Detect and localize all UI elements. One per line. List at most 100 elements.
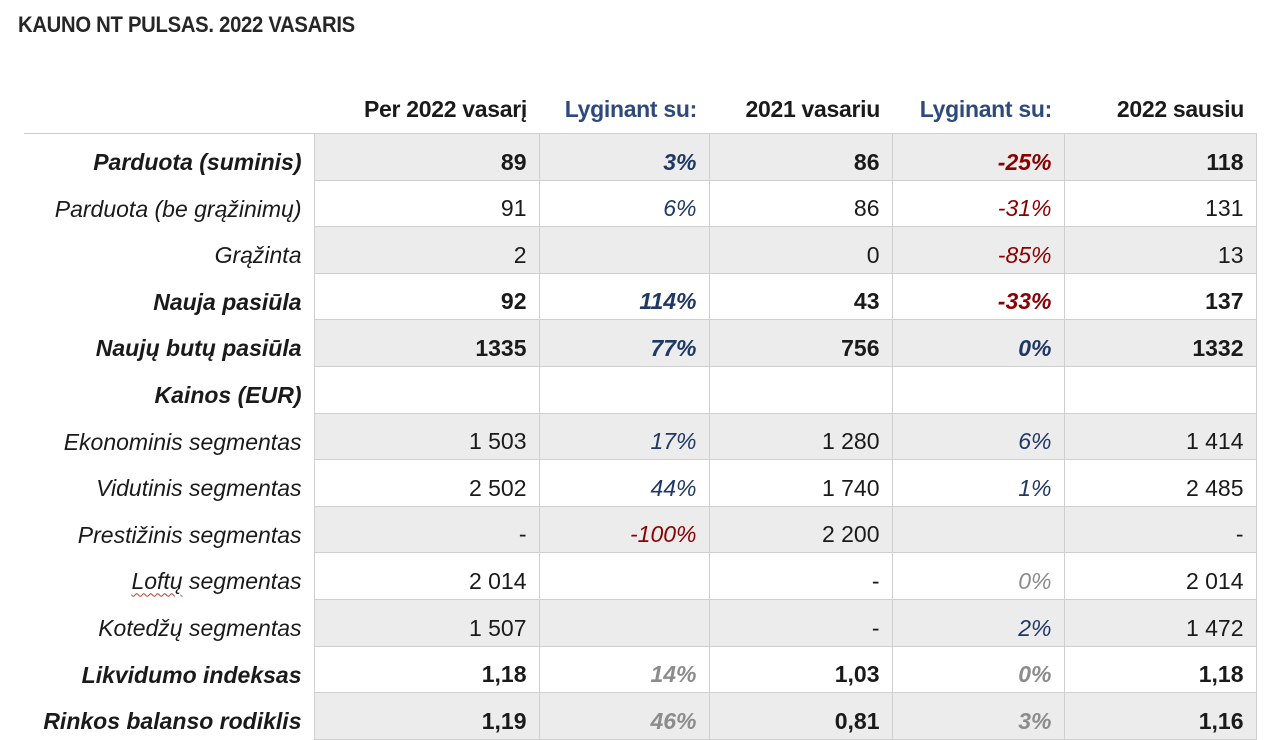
change-vs-jan-2022: 1% — [891, 459, 1065, 507]
header-compare-2: Lyginant su: — [892, 86, 1064, 134]
change-vs-feb-2021 — [538, 598, 710, 647]
change-vs-feb-2021 — [538, 226, 710, 274]
change-vs-jan-2022 — [891, 365, 1065, 414]
table-row: Grąžinta 2 0 -85% 13 — [24, 226, 1257, 274]
row-label: Grąžinta — [214, 242, 302, 269]
change-vs-jan-2022: 3% — [891, 692, 1065, 740]
table-row: Parduota (suminis) 89 3% 86 -25% 118 — [24, 133, 1257, 181]
change-vs-feb-2021: 3% — [538, 133, 710, 181]
change-vs-feb-2021: 44% — [538, 459, 710, 507]
row-label: Kotedžų segmentas — [98, 615, 302, 642]
value-feb-2022: 1,18 — [313, 645, 540, 694]
value-feb-2022: 92 — [313, 272, 540, 321]
row-label: Prestižinis segmentas — [77, 521, 302, 548]
change-vs-jan-2022: -31% — [891, 179, 1065, 228]
value-feb-2022: - — [313, 505, 540, 554]
change-vs-feb-2021: 114% — [538, 272, 710, 321]
row-label: Parduota (suminis) — [93, 149, 302, 176]
value-feb-2021: 1,03 — [708, 645, 893, 694]
value-feb-2022: 1,19 — [313, 692, 540, 740]
table-row: Kainos (EUR) — [24, 365, 1257, 414]
header-label-col — [24, 86, 314, 134]
table-row: Rinkos balanso rodiklis 1,19 46% 0,81 3% 1,16 — [24, 692, 1257, 740]
change-vs-jan-2022 — [891, 505, 1065, 554]
value-feb-2022: 1 507 — [313, 598, 540, 647]
page-title: KAUNO NT PULSAS. 2022 VASARIS — [18, 12, 355, 37]
value-feb-2021: 43 — [708, 272, 893, 321]
table-row: Parduota (be grąžinimų) 91 6% 86 -31% 131 — [24, 179, 1257, 228]
change-vs-jan-2022: 6% — [891, 412, 1065, 461]
value-feb-2022: 1335 — [313, 319, 540, 367]
table-row: Ekonominis segmentas 1 503 17% 1 280 6% 1 414 — [24, 412, 1257, 461]
value-feb-2021: 86 — [708, 179, 893, 228]
value-feb-2021: - — [708, 598, 893, 647]
change-vs-jan-2022: -33% — [891, 272, 1065, 321]
value-jan-2022: 1332 — [1063, 319, 1257, 367]
row-label: Loftų segmentas — [131, 568, 302, 595]
header-feb-2021: 2021 vasariu — [709, 86, 892, 134]
market-pulse-table: Per 2022 vasarį Lyginant su: 2021 vasari… — [24, 86, 1257, 740]
spellcheck-word: Loftų — [131, 568, 183, 595]
value-jan-2022: 2 485 — [1063, 459, 1257, 507]
value-feb-2022: 2 014 — [313, 552, 540, 600]
header-compare-1: Lyginant su: — [539, 86, 709, 134]
value-feb-2021: 1 740 — [708, 459, 893, 507]
change-vs-feb-2021: 46% — [538, 692, 710, 740]
change-vs-feb-2021: 77% — [538, 319, 710, 367]
header-row: Per 2022 vasarį Lyginant su: 2021 vasari… — [24, 86, 1256, 134]
change-vs-feb-2021: -100% — [538, 505, 710, 554]
row-label: Ekonominis segmentas — [63, 428, 302, 455]
value-jan-2022: 2 014 — [1063, 552, 1257, 600]
table-row: Naujų butų pasiūla 1335 77% 756 0% 1332 — [24, 319, 1257, 367]
value-jan-2022: 131 — [1063, 179, 1257, 228]
change-vs-jan-2022: 2% — [891, 598, 1065, 647]
table-row: Likvidumo indeksas 1,18 14% 1,03 0% 1,18 — [24, 645, 1257, 694]
row-label: Naujų butų pasiūla — [95, 335, 302, 362]
row-label: Vidutinis segmentas — [96, 475, 302, 502]
row-label: Kainos (EUR) — [154, 382, 302, 409]
change-vs-feb-2021: 6% — [538, 179, 710, 228]
table-row: Prestižinis segmentas - -100% 2 200- — [24, 505, 1257, 554]
value-feb-2021: 86 — [708, 133, 893, 181]
table-row: Kotedžų segmentas 1 507 -2% 1 472 — [24, 598, 1257, 647]
value-jan-2022: 137 — [1063, 272, 1257, 321]
row-label: Parduota (be grąžinimų) — [54, 195, 302, 222]
header-feb-2022: Per 2022 vasarį — [314, 86, 539, 134]
value-jan-2022: 118 — [1063, 133, 1257, 181]
value-feb-2022: 2 502 — [313, 459, 540, 507]
value-jan-2022: - — [1063, 505, 1257, 554]
change-vs-jan-2022: 0% — [891, 552, 1065, 600]
row-label: Nauja pasiūla — [153, 288, 302, 315]
table-row: Loftų segmentas 2 014-0% 2 014 — [24, 552, 1257, 600]
change-vs-jan-2022: -85% — [891, 226, 1065, 274]
row-label: Likvidumo indeksas — [81, 661, 302, 688]
change-vs-feb-2021 — [538, 365, 710, 414]
value-jan-2022 — [1063, 365, 1257, 414]
change-vs-feb-2021: 14% — [538, 645, 710, 694]
value-feb-2022 — [313, 365, 540, 414]
value-feb-2021: 0 — [708, 226, 893, 274]
header-jan-2022: 2022 sausiu — [1064, 86, 1256, 134]
table-row: Vidutinis segmentas 2 502 44% 1 740 1% 2 485 — [24, 459, 1257, 507]
table-row: Nauja pasiūla 92 114% 43 -33% 137 — [24, 272, 1257, 321]
change-vs-jan-2022: 0% — [891, 645, 1065, 694]
value-feb-2021: 756 — [708, 319, 893, 367]
value-jan-2022: 1 472 — [1063, 598, 1257, 647]
value-jan-2022: 13 — [1063, 226, 1257, 274]
value-feb-2021 — [708, 365, 893, 414]
row-label: Rinkos balanso rodiklis — [43, 708, 302, 735]
change-vs-feb-2021 — [538, 552, 710, 600]
value-feb-2022: 89 — [313, 133, 540, 181]
value-jan-2022: 1,18 — [1063, 645, 1257, 694]
value-feb-2022: 2 — [313, 226, 540, 274]
value-jan-2022: 1,16 — [1063, 692, 1257, 740]
change-vs-feb-2021: 17% — [538, 412, 710, 461]
value-jan-2022: 1 414 — [1063, 412, 1257, 461]
value-feb-2022: 1 503 — [313, 412, 540, 461]
change-vs-jan-2022: 0% — [891, 319, 1065, 367]
change-vs-jan-2022: -25% — [891, 133, 1065, 181]
value-feb-2021: 0,81 — [708, 692, 893, 740]
value-feb-2022: 91 — [313, 179, 540, 228]
value-feb-2021: 2 200 — [708, 505, 893, 554]
value-feb-2021: 1 280 — [708, 412, 893, 461]
